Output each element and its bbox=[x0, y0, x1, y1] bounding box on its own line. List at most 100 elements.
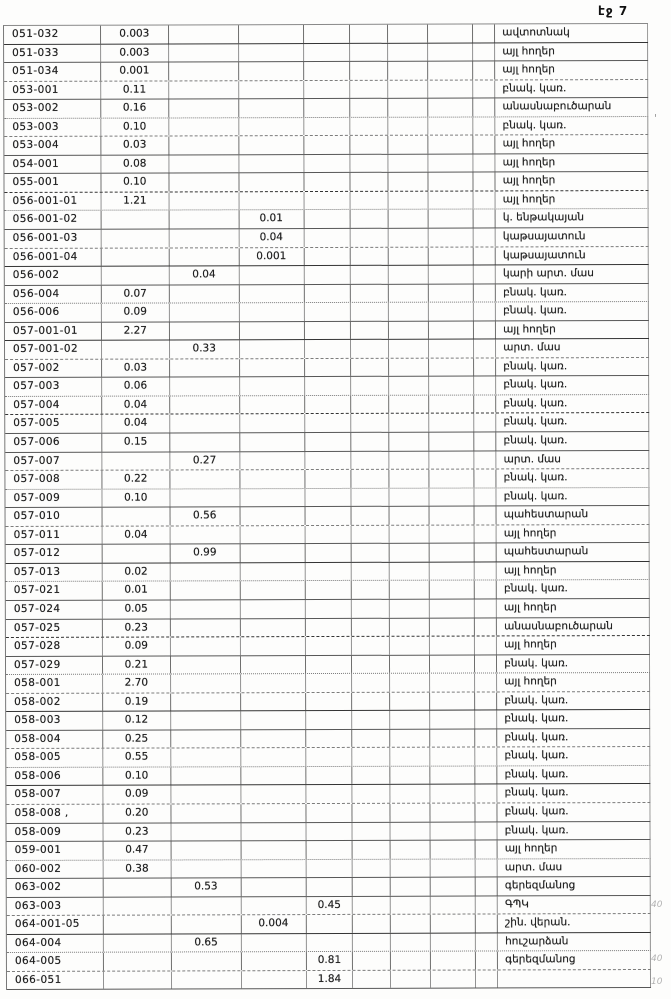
value-col3-cell bbox=[238, 62, 304, 80]
parcel-code-cell: 064-004 bbox=[6, 934, 104, 953]
empty-cell bbox=[474, 302, 497, 321]
value-col3-cell bbox=[239, 284, 305, 303]
empty-cell bbox=[390, 618, 431, 636]
empty-cell bbox=[351, 451, 390, 470]
land-use-label-cell: ԳՊԿ bbox=[497, 895, 651, 914]
empty-cell bbox=[475, 710, 498, 729]
empty-cell bbox=[431, 896, 477, 914]
value-col1-cell: 0.11 bbox=[101, 81, 169, 99]
empty-cell bbox=[430, 840, 476, 859]
value-col3-cell: 0.04 bbox=[239, 229, 305, 247]
value-col1-cell: 0.19 bbox=[102, 693, 171, 711]
value-col3-cell bbox=[239, 303, 305, 322]
empty-cell bbox=[390, 840, 431, 859]
empty-cell bbox=[430, 636, 476, 655]
empty-cell bbox=[474, 432, 497, 451]
value-col3-cell bbox=[240, 674, 306, 692]
value-col3-cell bbox=[240, 507, 306, 526]
land-use-label-cell: բնակ. կառ. bbox=[496, 394, 650, 413]
parcel-code-cell: 057-006 bbox=[5, 433, 103, 452]
land-use-label-cell: բնակ. կառ. bbox=[496, 580, 650, 599]
parcel-code-cell: 051-034 bbox=[4, 62, 102, 81]
empty-cell bbox=[429, 432, 475, 451]
empty-cell bbox=[351, 432, 390, 451]
land-use-label-cell: անասնաբուծարան bbox=[497, 617, 650, 636]
empty-cell bbox=[352, 692, 391, 711]
value-col3-cell bbox=[238, 136, 304, 155]
table-row: 057-021 0.01 բնակ. կառ. bbox=[5, 580, 650, 601]
empty-cell bbox=[475, 896, 499, 914]
empty-cell bbox=[352, 748, 391, 766]
empty-cell bbox=[429, 376, 475, 395]
value-col1-cell: 0.10 bbox=[103, 767, 172, 786]
value-col1-cell: 0.15 bbox=[102, 433, 171, 452]
parcel-code-cell: 057-024 bbox=[5, 600, 103, 619]
value-col1-cell: 0.02 bbox=[102, 563, 171, 582]
empty-cell bbox=[352, 562, 391, 581]
table-row: 056-001-03 0.04 կաթսայատուն bbox=[4, 227, 649, 249]
value-col1-cell bbox=[101, 340, 170, 359]
empty-cell bbox=[350, 154, 389, 173]
parcel-code-cell: 057-010 bbox=[5, 507, 103, 526]
table-row: 066-051 1.84 bbox=[6, 969, 652, 991]
empty-cell bbox=[352, 822, 391, 840]
empty-cell bbox=[473, 117, 496, 135]
table-row: 063-003 0.45 ԳՊԿ bbox=[6, 895, 651, 917]
empty-cell bbox=[428, 172, 474, 191]
empty-cell bbox=[389, 525, 430, 544]
empty-cell bbox=[431, 951, 477, 970]
value-col1-cell: 0.04 bbox=[102, 526, 171, 545]
value-col3-cell bbox=[241, 804, 307, 822]
empty-cell bbox=[430, 618, 476, 636]
parcel-code-cell: 056-001-02 bbox=[4, 211, 102, 230]
empty-cell bbox=[352, 766, 391, 785]
value-col4-cell bbox=[306, 878, 354, 896]
empty-cell bbox=[351, 377, 390, 395]
value-col3-cell: 0.004 bbox=[241, 915, 307, 934]
value-col2-cell: 0.04 bbox=[169, 266, 240, 285]
table-row: 058-002 0.19 բնակ. կառ. bbox=[6, 691, 651, 713]
empty-cell bbox=[430, 822, 476, 840]
empty-cell bbox=[474, 562, 497, 580]
empty-cell bbox=[350, 117, 389, 136]
value-col4-cell bbox=[305, 581, 353, 600]
empty-cell bbox=[474, 543, 497, 562]
parcel-code-cell: 063-003 bbox=[6, 897, 104, 916]
empty-cell bbox=[390, 822, 431, 840]
land-use-label-cell: բնակ. կառ. bbox=[495, 79, 649, 98]
empty-cell bbox=[389, 414, 430, 432]
empty-cell bbox=[428, 209, 474, 228]
empty-cell bbox=[430, 599, 476, 618]
empty-cell bbox=[350, 80, 389, 99]
land-use-label-cell: այլ հողեր bbox=[495, 153, 649, 172]
parcel-code-cell: 057-001-02 bbox=[4, 340, 102, 359]
table-row: 057-001-02 0.33 արտ. մաս bbox=[4, 339, 650, 360]
value-col1-cell: 0.38 bbox=[103, 860, 172, 878]
value-col2-cell bbox=[169, 303, 240, 322]
empty-cell bbox=[352, 636, 391, 655]
empty-cell bbox=[473, 154, 496, 172]
parcel-code-cell: 053-001 bbox=[4, 81, 102, 100]
value-col1-cell: 0.003 bbox=[100, 25, 169, 44]
value-col4-cell bbox=[304, 488, 352, 507]
empty-cell bbox=[429, 451, 475, 469]
empty-cell bbox=[475, 840, 498, 859]
parcel-code-cell: 057-029 bbox=[5, 656, 103, 675]
table-row: 056-001-01 1.21 այլ հողեր bbox=[4, 190, 649, 212]
value-col2-cell bbox=[169, 414, 240, 433]
value-col2-cell bbox=[169, 396, 240, 414]
value-col2-cell bbox=[171, 896, 242, 915]
land-use-label-cell: այլ հողեր bbox=[495, 190, 649, 209]
parcel-code-cell: 056-002 bbox=[4, 266, 102, 285]
value-col3-cell bbox=[238, 99, 304, 117]
value-col3-cell bbox=[240, 581, 306, 600]
empty-cell bbox=[476, 951, 499, 970]
empty-cell bbox=[390, 766, 431, 785]
table-row: 058-007 0.09 բնակ. կառ. bbox=[6, 784, 651, 805]
value-col1-cell: 0.08 bbox=[101, 155, 170, 174]
land-use-label-cell: շին. վերան. bbox=[498, 914, 651, 933]
land-use-label-cell: բնակ. կառ. bbox=[497, 784, 651, 803]
value-col2-cell bbox=[170, 563, 241, 581]
value-col4-cell bbox=[305, 562, 353, 581]
value-col3-cell bbox=[239, 321, 305, 340]
